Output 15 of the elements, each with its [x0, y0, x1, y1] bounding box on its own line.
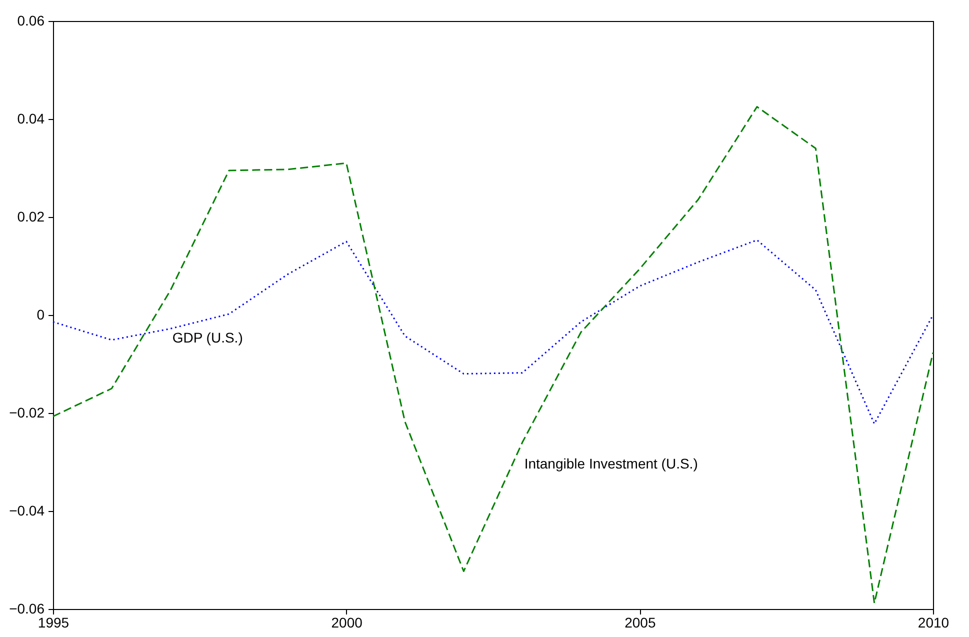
y-tick-label: −0.06: [9, 600, 45, 616]
y-tick-label: −0.04: [9, 502, 45, 518]
y-tick-label: −0.02: [9, 404, 45, 420]
series-label: GDP (U.S.): [172, 330, 243, 346]
line-series: [52, 106, 934, 604]
line-series: [52, 239, 934, 425]
series-label: Intangible Investment (U.S.): [524, 455, 698, 472]
x-tick-label: 2005: [624, 614, 656, 630]
y-tick-label: 0.06: [17, 12, 45, 28]
x-tick-label: 2000: [331, 614, 363, 630]
y-tick-label: 0: [36, 306, 45, 322]
y-tick-label: 0.02: [17, 208, 45, 224]
x-tick-label: 1995: [38, 614, 70, 630]
y-tick-label: 0.04: [17, 110, 45, 126]
x-tick-label: 2010: [918, 614, 950, 630]
